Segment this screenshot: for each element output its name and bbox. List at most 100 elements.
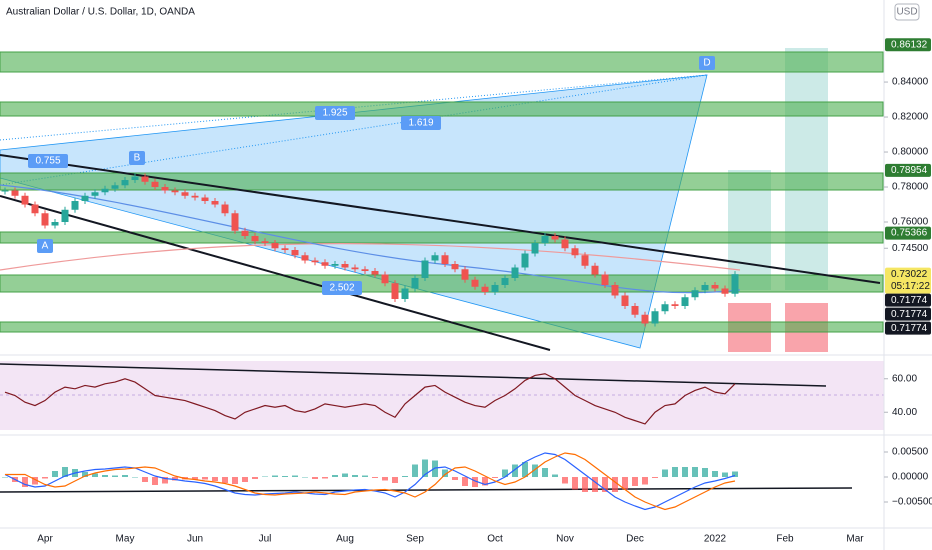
price-tag [885, 267, 931, 294]
annotation: D [703, 58, 710, 69]
histogram-bar [402, 476, 408, 477]
candle [71, 201, 79, 210]
annotation: A [42, 241, 49, 252]
candle [611, 284, 619, 296]
price-tag-label: 0.71774 [891, 295, 928, 306]
candle [621, 295, 629, 306]
histogram-bar [272, 475, 278, 477]
x-tick-label: Dec [626, 534, 644, 545]
currency[interactable]: USD [896, 7, 917, 18]
x-tick-label: Aug [336, 534, 354, 545]
candle [411, 277, 419, 289]
x-tick-label: Nov [556, 534, 574, 545]
annotation-box [315, 106, 355, 120]
y-tick-label: 0.78000 [892, 182, 929, 193]
histogram-bar [242, 477, 248, 482]
candle [541, 236, 549, 244]
price-tag [885, 307, 931, 321]
candle [181, 192, 189, 196]
rsi-trendline [0, 363, 827, 387]
candle [401, 288, 409, 299]
histogram-bar [22, 477, 28, 487]
symbol-title: Australian Dollar / U.S. Dollar, 1D, OAN… [6, 7, 195, 18]
histogram-bar [292, 475, 298, 477]
candle [721, 288, 729, 294]
histogram-bar [442, 469, 448, 477]
candle [381, 274, 389, 284]
histogram-bar [612, 477, 618, 492]
candle [111, 185, 119, 189]
candle [341, 264, 349, 268]
y-tick-label: 0.84000 [892, 77, 929, 88]
histogram-bar [142, 477, 148, 482]
histogram-bar [202, 477, 208, 480]
histogram-bar [252, 477, 258, 479]
annotation-box [699, 56, 715, 70]
histogram-bar [692, 467, 698, 477]
candle [491, 284, 499, 292]
histogram-bar [572, 477, 578, 490]
y-tick-label: 0.80000 [892, 147, 929, 158]
candle [501, 277, 509, 285]
candle [291, 250, 299, 256]
candle [691, 290, 699, 298]
annotation-box [322, 281, 362, 295]
histogram-bar [162, 477, 168, 484]
y-tick-label: 40.00 [892, 407, 917, 418]
annotation-box [28, 154, 68, 168]
zone [0, 101, 884, 117]
histogram-bar [652, 477, 658, 478]
price-tag-label: 0.78954 [891, 165, 928, 176]
candle [121, 180, 129, 186]
trendline [0, 154, 881, 284]
rsi-band [0, 361, 884, 430]
zone [0, 274, 884, 293]
candle [421, 260, 429, 278]
histogram-bar [662, 469, 668, 477]
histogram-bar [542, 468, 548, 477]
histogram-bar [702, 468, 708, 477]
candle [521, 253, 529, 268]
histogram-bar [222, 477, 228, 483]
candle [561, 239, 569, 249]
histogram-bar [382, 477, 388, 481]
candle [641, 314, 649, 324]
zone [0, 231, 884, 244]
zone [0, 51, 884, 73]
y-tick-label: 0.76000 [892, 217, 929, 228]
histogram-bar [82, 472, 88, 477]
candle [311, 260, 319, 263]
candle [151, 181, 159, 188]
histogram-bar [42, 477, 48, 479]
histogram-bar [102, 475, 108, 477]
histogram-bar [92, 473, 98, 477]
candle [661, 304, 669, 312]
target-zone [785, 48, 828, 290]
price-tag [885, 293, 931, 307]
x-tick-label: 2022 [704, 534, 727, 545]
candle [161, 187, 169, 191]
pattern-line [0, 74, 708, 186]
price-tag-label: 0.71774 [891, 309, 928, 320]
candle [221, 204, 229, 214]
histogram-bar [412, 464, 418, 477]
candle [41, 213, 49, 226]
currency-box[interactable] [894, 3, 920, 21]
x-tick-label: Feb [776, 534, 794, 545]
price-tag-label: 0.73022 [891, 269, 928, 280]
signal-line [5, 452, 736, 511]
histogram-bar [262, 476, 268, 477]
candle [251, 236, 259, 242]
candle [361, 269, 369, 271]
candle [511, 267, 519, 278]
candle [301, 255, 309, 261]
histogram-bar [622, 477, 628, 490]
candle [351, 267, 359, 270]
moving-average [0, 184, 741, 294]
candle [701, 284, 709, 291]
candle [331, 264, 339, 266]
candle [371, 270, 379, 275]
x-tick-label: Mar [846, 534, 864, 545]
histogram-bar [312, 477, 318, 479]
